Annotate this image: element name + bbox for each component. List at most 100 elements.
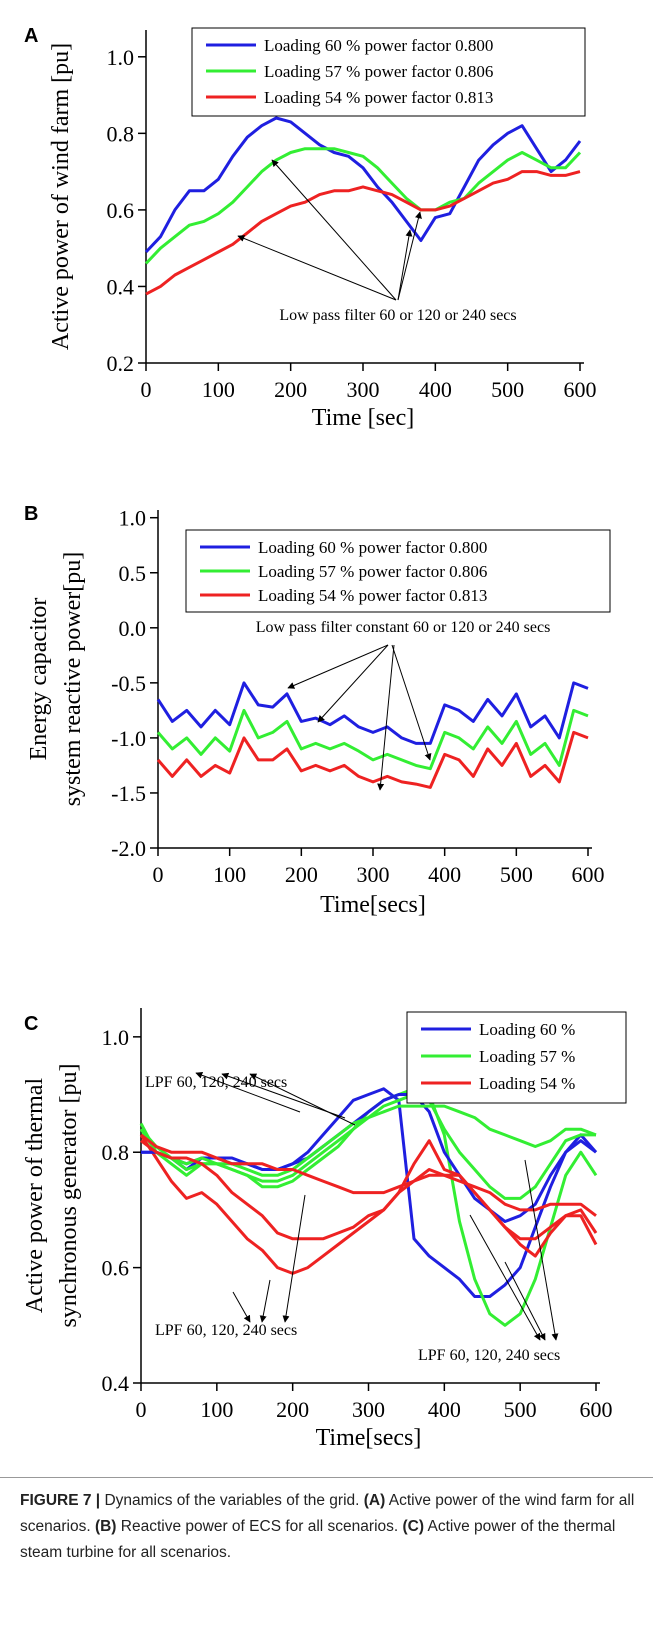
x-tick-label: 600 xyxy=(580,1397,613,1422)
y-tick-label: -1.0 xyxy=(111,726,146,751)
legend-label: Loading 57 % power factor 0.806 xyxy=(258,562,487,581)
x-tick-label: 300 xyxy=(347,377,380,402)
legend-label: Loading 57 % xyxy=(479,1047,575,1066)
caption-text: Active power of the wind farm for all sc… xyxy=(20,1492,639,1535)
annotation-arrow xyxy=(287,644,389,689)
y-tick-label: 1.0 xyxy=(102,1025,130,1050)
caption: FIGURE 7 | Dynamics of the variables of … xyxy=(20,1488,635,1566)
series-line xyxy=(139,1104,597,1177)
x-tick-label: 400 xyxy=(428,1397,461,1422)
annotation: LPF 60, 120, 240 secs xyxy=(145,1074,287,1091)
y-axis-title: system reactive power[pu] xyxy=(60,552,86,807)
legend-label: Loading 54 % power factor 0.813 xyxy=(264,88,493,107)
y-axis-title: Active power of thermal xyxy=(22,1078,48,1314)
y-tick-label: 0.0 xyxy=(119,616,147,641)
annotation-arrow xyxy=(504,1261,546,1341)
caption-text: (C) xyxy=(402,1518,425,1535)
annotation-arrow xyxy=(282,1194,306,1323)
legend-label: Loading 54 % power factor 0.813 xyxy=(258,586,487,605)
panel-label: B xyxy=(24,503,38,525)
series-line xyxy=(140,1139,598,1258)
series-line xyxy=(139,1134,598,1275)
annotation-arrow xyxy=(249,1073,356,1126)
x-tick-label: 400 xyxy=(428,862,461,887)
y-axis-title: Active power of wind farm [pu] xyxy=(48,43,74,350)
annotation-arrow xyxy=(271,159,397,301)
annotation-arrow xyxy=(232,1291,251,1323)
annotation-arrow xyxy=(195,1071,301,1113)
x-tick-label: 100 xyxy=(202,377,235,402)
panel-label: C xyxy=(24,1013,38,1035)
annotation-arrow xyxy=(397,229,413,301)
x-tick-label: 500 xyxy=(500,862,533,887)
annotation-arrow xyxy=(237,235,397,301)
y-tick-label: 0.4 xyxy=(102,1371,130,1396)
y-tick-label: 1.0 xyxy=(119,506,147,531)
figure: A 0.2 0.4 0.6 0.8 1.0 0 100 200 300 400 500 600 Time … xyxy=(22,25,627,1451)
series-line xyxy=(145,170,581,296)
caption-text: Reactive power of ECS for all scenarios. xyxy=(116,1518,403,1535)
series-line xyxy=(139,1087,598,1327)
y-tick-label: 0.6 xyxy=(102,1256,130,1281)
x-tick-label: 600 xyxy=(564,377,597,402)
x-tick-label: 500 xyxy=(491,377,524,402)
x-axis-title: Time[secs] xyxy=(316,1425,422,1451)
series-line xyxy=(140,1133,597,1217)
x-axis-title: Time [sec] xyxy=(312,405,414,431)
y-axis-title: synchronous generator [pu] xyxy=(56,1064,82,1328)
x-tick-label: 200 xyxy=(285,862,318,887)
caption-text: Dynamics of the variables of the grid. xyxy=(100,1492,364,1509)
x-tick-label: 100 xyxy=(200,1397,233,1422)
x-tick-label: 600 xyxy=(572,862,605,887)
caption-text: Active power of the thermal steam turbin… xyxy=(20,1518,620,1561)
x-tick-label: 300 xyxy=(357,862,390,887)
y-tick-label: -2.0 xyxy=(111,836,146,861)
y-tick-label: -0.5 xyxy=(111,671,146,696)
caption-text: FIGURE 7 | xyxy=(20,1492,101,1509)
annotation: Low pass filter constant 60 or 120 or 24… xyxy=(256,619,551,636)
y-axis-title: Energy capacitor xyxy=(26,598,52,761)
y-tick-label: -1.5 xyxy=(111,781,146,806)
annotation-arrow xyxy=(469,1214,541,1341)
annotation-arrow xyxy=(391,644,432,761)
annotation-arrow xyxy=(259,1279,271,1323)
y-tick-label: 0.4 xyxy=(107,274,135,299)
y-tick-label: 0.6 xyxy=(107,198,135,223)
series-line xyxy=(156,730,589,789)
annotation-arrow xyxy=(397,211,422,301)
legend-label: Loading 60 % power factor 0.800 xyxy=(264,36,493,55)
panel-label: A xyxy=(24,25,38,47)
x-tick-label: 200 xyxy=(276,1397,309,1422)
caption-text: (A) xyxy=(363,1492,386,1509)
x-tick-label: 100 xyxy=(213,862,246,887)
y-tick-label: 0.8 xyxy=(102,1140,130,1165)
caption-text: (B) xyxy=(94,1518,117,1535)
y-tick-label: 1.0 xyxy=(107,45,135,70)
x-tick-label: 400 xyxy=(419,377,452,402)
legend-box xyxy=(185,529,611,613)
legend-box xyxy=(191,27,586,117)
legend-label: Loading 60 % xyxy=(479,1020,575,1039)
legend-label: Loading 57 % power factor 0.806 xyxy=(264,62,493,81)
caption-rule xyxy=(0,1477,653,1478)
x-tick-label: 0 xyxy=(153,862,164,887)
x-tick-label: 200 xyxy=(274,377,307,402)
x-tick-label: 0 xyxy=(141,377,152,402)
annotation-arrow xyxy=(524,1159,559,1341)
legend-label: Loading 54 % xyxy=(479,1074,575,1093)
legend-label: Loading 60 % power factor 0.800 xyxy=(258,538,487,557)
annotation: LPF 60, 120, 240 secs xyxy=(155,1322,297,1339)
annotation: Low pass filter 60 or 120 or 240 secs xyxy=(279,307,516,324)
x-tick-label: 500 xyxy=(504,1397,537,1422)
series-line xyxy=(156,708,589,771)
y-tick-label: 0.2 xyxy=(107,351,135,376)
annotation: LPF 60, 120, 240 secs xyxy=(418,1347,560,1364)
series-line xyxy=(141,1093,597,1223)
series-line xyxy=(144,116,582,254)
y-tick-label: 0.5 xyxy=(119,561,147,586)
annotation-arrow xyxy=(377,644,395,791)
series-line xyxy=(156,681,589,745)
series-line xyxy=(144,147,582,265)
x-axis-title: Time[secs] xyxy=(320,892,426,918)
annotation-arrow xyxy=(317,644,389,723)
